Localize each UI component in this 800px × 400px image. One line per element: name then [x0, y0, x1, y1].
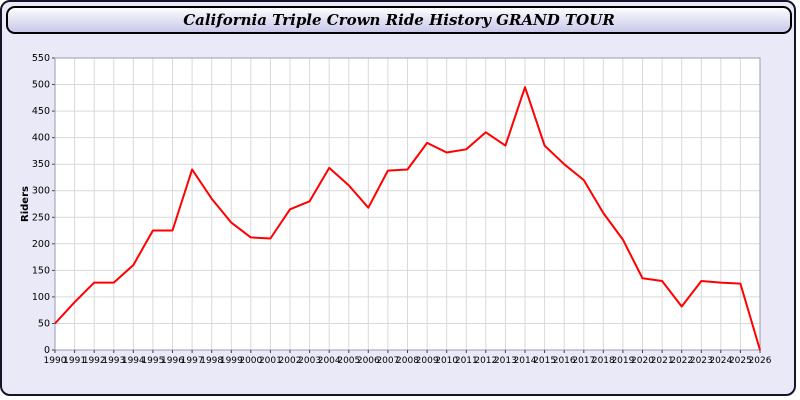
ride-history-line-chart: 0501001502002503003504004505005501990199…: [20, 53, 772, 366]
svg-text:1994: 1994: [122, 356, 145, 366]
chart-title: California Triple Crown Ride History GRA…: [183, 11, 615, 29]
svg-text:2011: 2011: [455, 356, 478, 366]
svg-text:1990: 1990: [44, 356, 67, 366]
svg-text:2022: 2022: [670, 356, 693, 366]
svg-text:2013: 2013: [494, 356, 517, 366]
svg-text:2024: 2024: [709, 356, 732, 366]
svg-text:1997: 1997: [181, 356, 204, 366]
svg-text:1991: 1991: [63, 356, 86, 366]
svg-text:300: 300: [32, 186, 50, 197]
svg-text:2005: 2005: [337, 356, 360, 366]
vertical-gridlines: [54, 58, 761, 350]
svg-text:2014: 2014: [514, 356, 537, 366]
chart-title-bar: California Triple Crown Ride History GRA…: [6, 6, 792, 34]
svg-text:1992: 1992: [83, 356, 106, 366]
svg-text:1996: 1996: [161, 356, 184, 366]
svg-text:50: 50: [38, 319, 50, 330]
svg-text:1993: 1993: [102, 356, 125, 366]
svg-text:2015: 2015: [533, 356, 556, 366]
svg-text:250: 250: [32, 212, 50, 223]
svg-text:1999: 1999: [220, 356, 243, 366]
svg-text:2002: 2002: [279, 356, 302, 366]
svg-text:2020: 2020: [631, 356, 654, 366]
svg-text:2025: 2025: [729, 356, 752, 366]
svg-text:2016: 2016: [553, 356, 576, 366]
svg-text:1998: 1998: [200, 356, 223, 366]
svg-text:150: 150: [32, 265, 50, 276]
svg-text:550: 550: [32, 53, 50, 64]
svg-text:2004: 2004: [318, 356, 341, 366]
svg-text:2001: 2001: [259, 356, 282, 366]
svg-text:2007: 2007: [376, 356, 399, 366]
y-axis-tick-labels: 0 50 100 150 200 250 300 350 400 450 500 550: [32, 53, 55, 356]
svg-text:2009: 2009: [416, 356, 439, 366]
svg-text:500: 500: [32, 80, 50, 91]
x-axis-tick-labels: 1990199119921993199419951996199719981999…: [44, 350, 772, 366]
svg-text:2012: 2012: [474, 356, 497, 366]
svg-text:400: 400: [32, 133, 50, 144]
chart-line: [54, 86, 761, 351]
svg-text:1995: 1995: [141, 356, 164, 366]
chart-area: 0 50 100 150 200 250 300 350 400 450 500 550 1990 199…: [6, 44, 794, 394]
svg-text:100: 100: [32, 292, 50, 303]
svg-text:2008: 2008: [396, 356, 419, 366]
svg-text:2026: 2026: [749, 356, 772, 366]
svg-text:2019: 2019: [611, 356, 634, 366]
svg-text:450: 450: [32, 106, 50, 117]
svg-text:0: 0: [44, 345, 50, 356]
svg-text:200: 200: [32, 239, 50, 250]
svg-text:2010: 2010: [435, 356, 458, 366]
svg-text:2018: 2018: [592, 356, 615, 366]
svg-text:2000: 2000: [239, 356, 262, 366]
svg-text:2021: 2021: [651, 356, 674, 366]
svg-text:2023: 2023: [690, 356, 713, 366]
svg-text:2003: 2003: [298, 356, 321, 366]
svg-text:2017: 2017: [572, 356, 595, 366]
svg-text:2006: 2006: [357, 356, 380, 366]
y-axis-label: Riders: [20, 186, 31, 222]
svg-text:350: 350: [32, 159, 50, 170]
